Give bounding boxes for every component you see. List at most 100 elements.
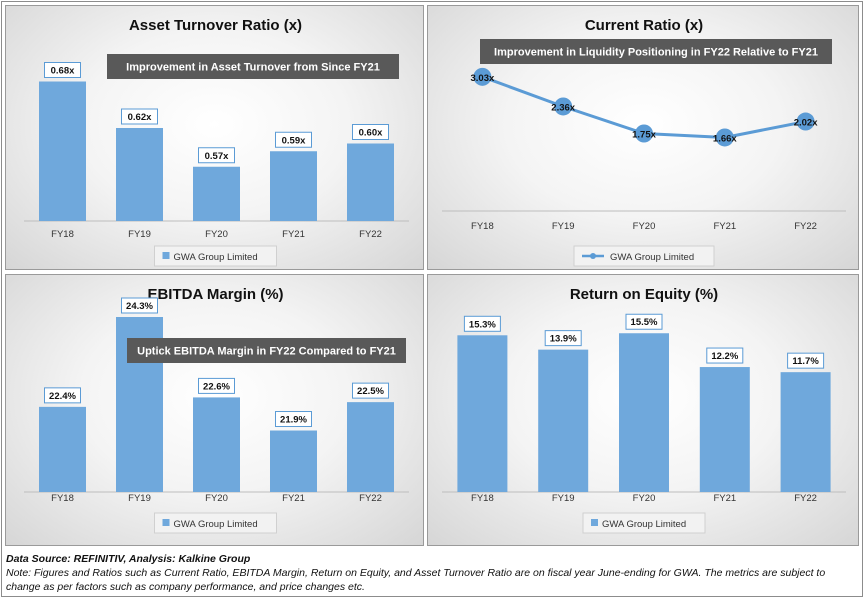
annotation-box — [127, 338, 406, 363]
data-label-box — [706, 347, 744, 364]
annotation-text: Uptick EBITDA Margin in FY22 Compared to… — [137, 346, 396, 358]
data-label: 13.9% — [550, 334, 577, 345]
chart-title: Asset Turnover Ratio (x) — [129, 17, 302, 34]
data-label: 22.4% — [49, 391, 76, 402]
data-label-box — [352, 382, 389, 399]
x-tick-label: FY18 — [471, 221, 494, 232]
chart-title: Return on Equity (%) — [570, 286, 718, 303]
legend-box — [154, 245, 277, 267]
data-label-box — [121, 108, 158, 125]
return-on-equity-chart: Return on Equity (%) 15.3% 13.9% 15.5% 12.2%… — [427, 274, 859, 546]
bar-fy18 — [39, 81, 86, 221]
x-tick-label: FY20 — [205, 493, 228, 504]
data-label: 0.57x — [205, 151, 229, 162]
ebitda-margin-plot: EBITDA Margin (%) 22.4% 24.3% 22.6% 21.9% 22.… — [24, 286, 409, 534]
x-tick-label: FY19 — [128, 493, 151, 504]
return-on-equity-plot: Return on Equity (%) 15.3% 13.9% 15.5% 12.2%… — [442, 286, 846, 534]
data-label: 1.66x — [713, 133, 737, 144]
legend-marker — [590, 253, 596, 259]
x-tick-label: FY18 — [51, 229, 74, 240]
legend-box — [573, 245, 715, 267]
bar-fy21 — [270, 430, 317, 492]
data-label-box — [198, 147, 235, 164]
annotation-text: Improvement in Asset Turnover from Since… — [126, 62, 380, 74]
legend-swatch — [162, 252, 170, 259]
x-tick-label: FY19 — [128, 229, 151, 240]
bar-fy22 — [347, 402, 394, 492]
chart-title: EBITDA Margin (%) — [147, 286, 283, 303]
legend-box — [154, 512, 277, 534]
data-label: 22.5% — [357, 386, 384, 397]
data-label: 22.6% — [203, 381, 230, 392]
annotation-box — [480, 39, 832, 64]
x-tick-label: FY21 — [282, 229, 305, 240]
data-label: 2.02x — [794, 118, 818, 129]
x-tick-label: FY19 — [552, 221, 575, 232]
data-label-box — [275, 411, 312, 428]
data-source: Data Source: REFINITIV, Analysis: Kalkin… — [6, 553, 251, 565]
bar-fy20 — [193, 166, 240, 221]
bar-fy18 — [39, 406, 86, 492]
data-label-box — [198, 377, 235, 394]
data-label: 24.3% — [126, 301, 153, 312]
current-ratio-chart: Current Ratio (x) 3.03x 2.36x 1.75x 1.66x 2.0… — [427, 5, 859, 270]
footnote: Note: Figures and Ratios such as Current… — [6, 567, 826, 593]
asset-turnover-chart: Asset Turnover Ratio (x) 0.68x 0.62x 0.57x 0… — [5, 5, 424, 270]
data-label-box — [44, 62, 81, 78]
bar-fy21 — [699, 367, 750, 492]
data-label: 15.5% — [631, 317, 658, 328]
asset-turnover-plot: Asset Turnover Ratio (x) 0.68x 0.62x 0.57x 0… — [24, 17, 409, 267]
data-label: 11.7% — [792, 356, 819, 367]
data-label: 21.9% — [280, 415, 307, 426]
data-label-box — [544, 330, 582, 347]
x-tick-label: FY18 — [51, 493, 74, 504]
data-label-box — [625, 313, 663, 330]
data-label: 1.75x — [632, 130, 656, 141]
data-label: 3.03x — [471, 73, 495, 84]
x-tick-label: FY22 — [794, 221, 817, 232]
legend-label: GWA Group Limited — [610, 252, 694, 263]
data-label: 15.3% — [469, 319, 496, 330]
legend-label: GWA Group Limited — [602, 519, 686, 530]
data-label: 0.59x — [282, 135, 306, 146]
data-label: 2.36x — [551, 102, 575, 113]
ebitda-margin-chart: EBITDA Margin (%) 22.4% 24.3% 22.6% 21.9% 22.… — [5, 274, 424, 546]
x-tick-label: FY19 — [552, 493, 575, 504]
data-label-box — [121, 297, 158, 314]
data-label: 0.62x — [128, 112, 152, 123]
legend-box — [582, 512, 706, 534]
x-tick-label: FY21 — [713, 493, 736, 504]
bar-fy18 — [457, 335, 508, 492]
chart-title: Current Ratio (x) — [585, 17, 703, 34]
x-tick-label: FY22 — [359, 493, 382, 504]
bar-fy20 — [619, 333, 669, 492]
footer: Data Source: REFINITIV, Analysis: Kalkin… — [6, 552, 856, 594]
data-label-box — [352, 124, 389, 140]
bar-fy21 — [270, 151, 317, 221]
data-label: 0.60x — [359, 128, 383, 139]
annotation-text: Improvement in Liquidity Positioning in … — [494, 47, 818, 59]
bar-fy19 — [116, 128, 163, 221]
point-fy20 — [635, 124, 653, 143]
x-tick-label: FY21 — [713, 221, 736, 232]
x-tick-label: FY20 — [633, 493, 656, 504]
bar-fy20 — [193, 397, 240, 492]
x-tick-label: FY20 — [633, 221, 656, 232]
x-tick-label: FY22 — [794, 493, 817, 504]
data-label-box — [44, 387, 81, 404]
legend-swatch — [591, 519, 598, 526]
data-label: 12.2% — [711, 351, 738, 362]
legend-label: GWA Group Limited — [174, 252, 258, 263]
point-fy21 — [715, 128, 734, 147]
current-ratio-plot: Current Ratio (x) 3.03x 2.36x 1.75x 1.66x 2.0… — [442, 17, 846, 267]
annotation-box — [107, 54, 399, 79]
x-tick-label: FY21 — [282, 493, 305, 504]
bar-fy22 — [347, 143, 394, 221]
point-fy22 — [796, 112, 815, 131]
data-label-box — [275, 131, 312, 148]
data-label-box — [787, 352, 825, 369]
point-fy18 — [473, 67, 492, 86]
x-tick-label: FY20 — [205, 229, 228, 240]
x-tick-label: FY18 — [471, 493, 494, 504]
